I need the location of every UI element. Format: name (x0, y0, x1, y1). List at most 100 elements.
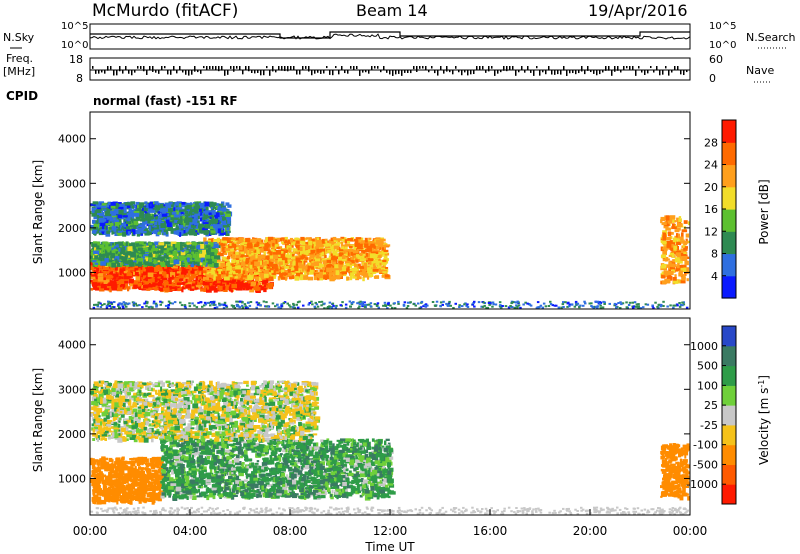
echo-cell-1 (258, 238, 262, 243)
echo-cell-0 (152, 275, 155, 280)
echo-cell-0 (157, 276, 161, 279)
echo-cell-1 (298, 252, 303, 258)
echo-cell-1 (270, 276, 274, 281)
echo-cell-0 (235, 282, 241, 287)
nave-marker (227, 70, 229, 75)
echo-cell-2 (130, 242, 135, 246)
echo-cell-1 (255, 254, 258, 259)
echo-cell-1 (315, 243, 321, 246)
nave-marker (440, 66, 442, 70)
echo-cell-1 (244, 243, 248, 248)
echo-cell-1 (301, 241, 306, 246)
echo-cell-0 (226, 280, 232, 284)
echo-cell-0 (142, 284, 149, 289)
echo-cell-0 (156, 272, 161, 276)
echo-cell-1 (233, 243, 237, 248)
echo-cell-0 (222, 283, 226, 287)
echo-cell-0 (191, 286, 195, 289)
echo-cell-1 (226, 255, 231, 260)
echo-cell-1 (300, 236, 305, 241)
echo-cell-1 (265, 255, 270, 260)
echo-cell-0 (118, 279, 125, 284)
echo-cell-1 (235, 251, 239, 255)
echo-cell-1 (377, 244, 383, 248)
nave-marker (392, 70, 394, 76)
nave-marker (608, 66, 610, 71)
nave-marker (416, 66, 418, 72)
echo-cell-0 (143, 280, 148, 283)
echo-cell-1 (223, 252, 228, 255)
echo-cell-1 (242, 270, 246, 275)
echo-cell-0 (119, 264, 125, 268)
echo-cell-1 (303, 275, 308, 280)
echo-cell-1 (288, 247, 291, 252)
echo-cell-0 (195, 286, 199, 289)
echo-cell-1 (346, 276, 350, 281)
echo-cell-0 (191, 276, 195, 281)
echo-cell-0 (164, 287, 170, 293)
echo-cell-0 (147, 278, 152, 283)
echo-cell-0 (154, 267, 159, 272)
echo-cell-1 (302, 254, 306, 259)
echo-cell-0 (98, 273, 104, 277)
echo-cell-0 (148, 284, 153, 288)
echo-cell-0 (263, 287, 267, 293)
nsky-panel (89, 23, 691, 50)
echo-cell-0 (262, 279, 269, 283)
echo-cell-1 (262, 261, 267, 266)
nave-marker (239, 66, 241, 71)
echo-cell-1 (269, 251, 273, 256)
echo-cell-1 (220, 263, 226, 267)
echo-cell-1 (316, 248, 320, 253)
echo-cell-0 (205, 282, 210, 287)
freq-tick-top: 18 (69, 53, 83, 66)
echo-cell-2 (214, 251, 217, 256)
echo-cell-2 (113, 248, 117, 252)
echo-cell-2 (148, 257, 152, 263)
nave-marker (512, 66, 514, 70)
echo-cell-0 (94, 287, 98, 290)
echo-cell-0 (222, 282, 227, 285)
nave-marker (320, 70, 322, 74)
echo-cell-1 (287, 272, 292, 277)
echo-cell-0 (147, 272, 154, 278)
echo-cell-1 (349, 262, 352, 265)
echo-cell-0 (196, 271, 201, 276)
echo-cell-0 (133, 280, 139, 284)
nave-marker (194, 66, 196, 72)
nave-marker (281, 66, 283, 71)
echo-cell-1 (338, 264, 343, 267)
echo-cell-1 (348, 245, 353, 249)
echo-cell-0 (248, 281, 251, 284)
echo-cell-0 (135, 276, 141, 281)
echo-cell-0 (203, 285, 209, 289)
echo-cell-2 (104, 241, 109, 244)
echo-cell-0 (160, 267, 163, 271)
echo-cell-0 (161, 279, 167, 282)
echo-cell-1 (243, 264, 246, 270)
echo-cell-0 (270, 261, 274, 266)
nave-marker (251, 70, 253, 74)
echo-cell-1 (291, 239, 298, 242)
echo-cell-1 (373, 271, 377, 274)
echo-cell-0 (211, 285, 215, 289)
echo-cell-1 (294, 266, 299, 271)
echo-cell-0 (266, 285, 271, 288)
echo-cell-2 (212, 258, 215, 262)
echo-cell-1 (321, 251, 325, 256)
echo-cell-1 (367, 258, 374, 262)
echo-cell-0 (204, 279, 209, 282)
echo-cell-0 (158, 274, 162, 279)
echo-cell-1 (273, 264, 278, 268)
echo-cell-1 (288, 264, 293, 267)
echo-cell-1 (234, 257, 240, 262)
echo-cell-1 (367, 275, 370, 280)
echo-cell-0 (108, 268, 112, 272)
nave-marker (626, 66, 628, 69)
echo-cell-1 (284, 266, 289, 269)
echo-cell-1 (335, 238, 342, 241)
echo-cell-0 (258, 266, 263, 270)
nave-marker (122, 70, 124, 74)
echo-cell-1 (305, 257, 308, 260)
echo-cell-0 (176, 269, 182, 273)
